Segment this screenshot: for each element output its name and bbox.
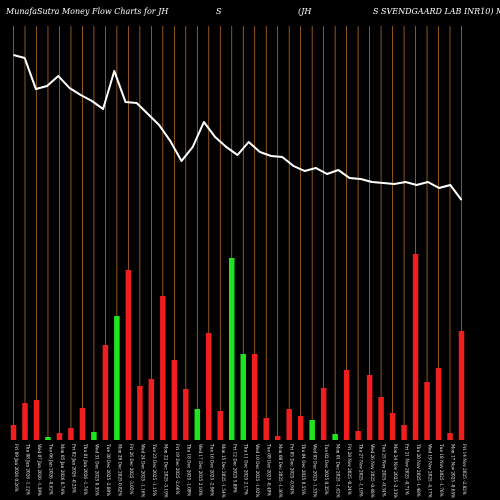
x-tick-label: Wed 03 Dec 2025 -1.33% [313, 444, 318, 497]
x-tick-label: Thu 20 Nov 2025 -1.48% [416, 444, 421, 497]
x-tick-label: Thu 04 Dec 2025 0.55% [301, 444, 306, 495]
volume-bar [229, 258, 235, 440]
volume-bar [309, 420, 315, 440]
chart-title-part-2: S [216, 7, 222, 16]
x-tick-label: Wed 24 Dec 2025 -1.16% [140, 444, 145, 497]
volume-bar [56, 433, 63, 440]
volume-bar [447, 433, 453, 440]
x-tick-label: Fri 28 Nov 2025 -0.24% [347, 444, 352, 495]
x-tick-label: Fri 02 Jan 2026 -0.25% [71, 444, 76, 493]
x-tick-label: Mon 08 Dec 2025 -1.36% [278, 444, 283, 498]
volume-bar [401, 425, 407, 440]
volume-bar [389, 413, 396, 440]
x-tick-label: Tue 25 Nov 2025 -0.34% [382, 444, 387, 497]
volume-bar [424, 382, 430, 440]
x-tick-label: Fri 14 Nov 2025 -2.82% [462, 444, 467, 495]
volume-bar [286, 409, 292, 440]
x-tick-label: Mon 24 Nov 2025 -2.33% [393, 444, 398, 498]
x-tick-label: Thu 18 Dec 2025 -1.09% [186, 444, 191, 496]
x-tick-label: Fri 12 Dec 2025 5.89% [232, 444, 237, 493]
volume-bar [206, 333, 212, 440]
volume-bar [435, 368, 442, 440]
volume-bar [251, 354, 258, 440]
volume-bar [102, 345, 109, 440]
x-tick-label: Wed 19 Nov 2025 -4.17% [428, 444, 433, 498]
price-line [13, 54, 463, 201]
x-tick-label: Fri 26 Dec 2025 -3.05% [129, 444, 134, 494]
x-tick-label: Mon 29 Dec 2025 0.82% [117, 444, 122, 496]
chart-title-part-3: (JH [298, 7, 312, 16]
x-tick-label: Wed 31 Dec 2025 0.35% [94, 444, 99, 496]
x-tick-label: Tue 02 Dec 2025 0.35% [324, 444, 329, 495]
x-tick-label: Wed 10 Dec 2025 -1.92% [255, 444, 260, 497]
x-tick-label: Fri 21 Nov 2025 -0.71% [405, 444, 410, 495]
x-tick-label: Wed 07 Jan 2026 -1.39% [37, 444, 42, 496]
volume-bar [297, 416, 304, 440]
volume-bar [332, 434, 338, 440]
x-tick-label: Tue 09 Dec 2025 -0.49% [267, 444, 272, 496]
volume-bar [148, 379, 155, 440]
volume-bar [68, 428, 74, 440]
x-tick-label: Tue 18 Nov 2025 -1.76% [439, 444, 444, 497]
x-tick-label: Fri 05 Dec 2025 -0.94% [290, 444, 295, 494]
volume-bar [378, 397, 384, 440]
volume-bar [217, 411, 224, 440]
volume-bar [240, 354, 246, 440]
chart-title: MunafaSutra Money Flow Charts for JH S (… [5, 7, 500, 16]
volume-bar [33, 400, 40, 440]
x-tick-label: Thu 08 Jan 2026 -1.12% [25, 444, 30, 495]
volume-bar [458, 331, 465, 440]
volume-bar [355, 431, 361, 440]
chart-title-part-4: S SVENDGAARD LAB INR10) MunafaSutra.com [373, 7, 500, 16]
volume-bar [343, 370, 350, 440]
x-tick-label: Thu 11 Dec 2025 2.17% [244, 444, 249, 495]
volume-bar [263, 418, 269, 440]
x-tick-label: Tue 23 Dec 2025 -1.15% [152, 444, 157, 496]
volume-bar [366, 375, 373, 440]
volume-bar [91, 432, 97, 440]
x-tick-label: Wed 26 Nov 2025 -0.48% [370, 444, 375, 498]
volume-bar [274, 436, 281, 440]
x-tick-label: Mon 17 Nov 2025 -0.65% [451, 444, 456, 498]
x-tick-label: Mon 05 Jan 2026 0.74% [60, 444, 65, 495]
volume-bar [125, 270, 132, 440]
x-tick-label: Wed 17 Dec 2025 2.10% [198, 444, 203, 496]
volume-bar [114, 316, 120, 440]
volume-bar [412, 254, 419, 440]
x-tick-label: Mon 01 Dec 2025 -1.62% [336, 444, 341, 498]
volume-bar [45, 437, 51, 440]
x-tick-label: Mon 15 Dec 2025 -1.54% [221, 444, 226, 498]
volume-bar [160, 296, 166, 440]
x-tick-label: Fri 09 Jan 2026 0.26% [14, 444, 19, 492]
x-tick-label: Tue 06 Jan 2026 -0.62% [48, 444, 53, 495]
volume-bar [79, 408, 86, 440]
x-tick-label: Thu 27 Nov 2025 -1.19% [359, 444, 364, 497]
x-tick-label: Fri 19 Dec 2025 -2.66% [175, 444, 180, 494]
volume-bar [10, 425, 17, 440]
x-axis-labels: Fri 09 Jan 2026 0.26% Thu 08 Jan 2026 -1.… [14, 444, 467, 498]
x-tick-label: Tue 16 Dec 2025 -2.96% [209, 444, 214, 496]
volume-bar [183, 389, 189, 440]
volume-bars [10, 254, 465, 440]
price-line-path [13, 54, 463, 201]
volume-bar [320, 388, 327, 440]
volume-bar [22, 403, 28, 440]
grid-lines [13, 26, 462, 440]
x-tick-label: Thu 01 Jan 2026 -1.76% [83, 444, 88, 495]
volume-bar [171, 360, 178, 440]
x-tick-label: Tue 30 Dec 2025 -2.89% [106, 444, 111, 496]
volume-bar [137, 386, 143, 440]
chart-title-part-1: MunafaSutra Money Flow Charts for JH [5, 7, 169, 16]
x-tick-label: Mon 22 Dec 2025 -3.19% [163, 444, 168, 498]
volume-bar [194, 409, 201, 440]
